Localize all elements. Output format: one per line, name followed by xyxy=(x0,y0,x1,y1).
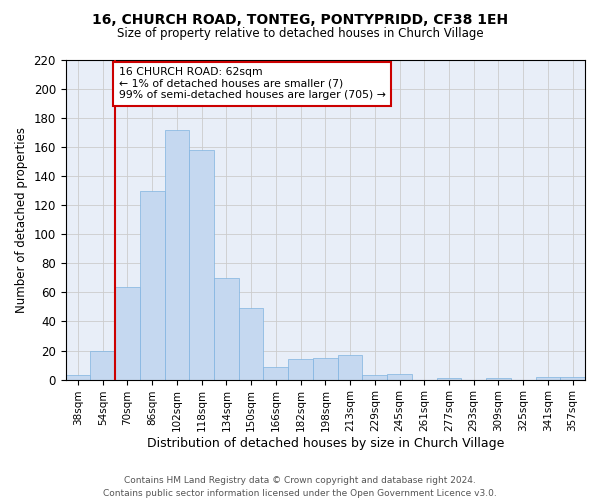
Bar xyxy=(560,376,585,380)
Text: 16 CHURCH ROAD: 62sqm
← 1% of detached houses are smaller (7)
99% of semi-detach: 16 CHURCH ROAD: 62sqm ← 1% of detached h… xyxy=(119,68,386,100)
Bar xyxy=(164,130,190,380)
X-axis label: Distribution of detached houses by size in Church Village: Distribution of detached houses by size … xyxy=(146,437,504,450)
Text: Contains HM Land Registry data © Crown copyright and database right 2024.
Contai: Contains HM Land Registry data © Crown c… xyxy=(103,476,497,498)
Bar xyxy=(362,375,387,380)
Bar xyxy=(214,278,239,380)
Bar xyxy=(387,374,412,380)
Bar xyxy=(190,150,214,380)
Bar xyxy=(140,190,164,380)
Bar xyxy=(313,358,338,380)
Text: Size of property relative to detached houses in Church Village: Size of property relative to detached ho… xyxy=(116,28,484,40)
Bar xyxy=(486,378,511,380)
Text: 16, CHURCH ROAD, TONTEG, PONTYPRIDD, CF38 1EH: 16, CHURCH ROAD, TONTEG, PONTYPRIDD, CF3… xyxy=(92,12,508,26)
Bar xyxy=(437,378,461,380)
Bar xyxy=(65,375,91,380)
Bar xyxy=(115,286,140,380)
Bar xyxy=(288,360,313,380)
Bar xyxy=(91,350,115,380)
Bar xyxy=(338,355,362,380)
Bar xyxy=(536,376,560,380)
Bar xyxy=(239,308,263,380)
Bar xyxy=(263,366,288,380)
Y-axis label: Number of detached properties: Number of detached properties xyxy=(15,127,28,313)
